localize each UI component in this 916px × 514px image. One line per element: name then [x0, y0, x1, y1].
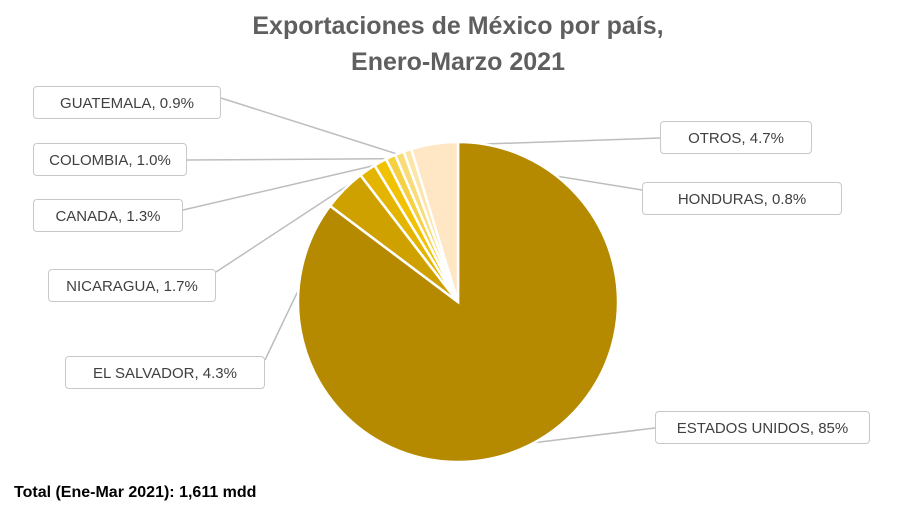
- leader-line-guatemala: [220, 97, 401, 156]
- leader-line-colombia: [186, 157, 392, 161]
- chart-title-line1: Exportaciones de México por país,: [252, 12, 664, 40]
- leader-line-nicaragua: [215, 171, 369, 273]
- label-estados-unidos: ESTADOS UNIDOS, 85%: [655, 411, 870, 444]
- pie-slices: [296, 140, 620, 464]
- leader-line-canada: [182, 163, 382, 211]
- chart-title-line2: Enero-Marzo 2021: [351, 48, 565, 76]
- label-colombia: COLOMBIA, 1.0%: [33, 143, 187, 176]
- label-guatemala: GUATEMALA, 0.9%: [33, 86, 221, 119]
- total-footer: Total (Ene-Mar 2021): 1,611 mdd: [14, 484, 257, 501]
- label-nicaragua: NICARAGUA, 1.7%: [48, 269, 216, 302]
- leader-line-estados-unidos: [528, 427, 656, 445]
- pie-slice-otros: [409, 140, 460, 303]
- label-honduras: HONDURAS, 0.8%: [642, 182, 842, 215]
- label-otros: OTROS, 4.7%: [660, 121, 812, 154]
- label-canada: CANADA, 1.3%: [33, 199, 183, 232]
- label-el-salvador: EL SALVADOR, 4.3%: [65, 356, 265, 389]
